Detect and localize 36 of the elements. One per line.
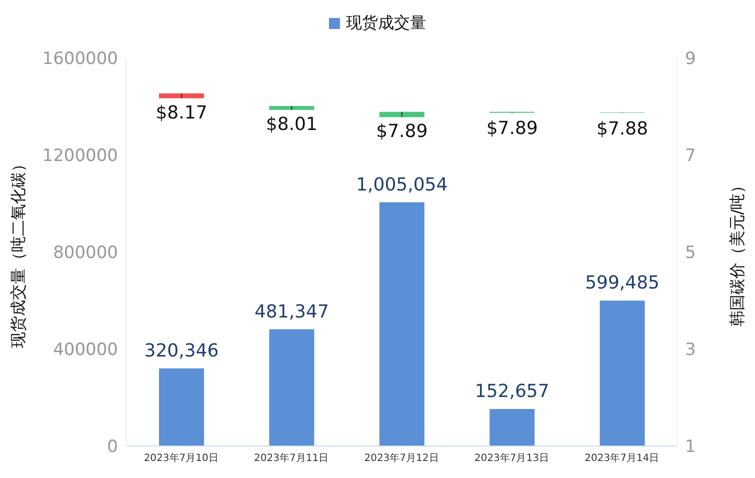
data-label: 152,657 xyxy=(474,380,550,402)
text: $7.89 xyxy=(486,118,538,139)
data-label: 599,485 xyxy=(585,272,660,294)
bar xyxy=(379,202,424,446)
text: $8.01 xyxy=(266,114,318,135)
y-tick-label: 1600000 xyxy=(42,49,118,70)
y-tick-label: 1200000 xyxy=(42,146,118,166)
y2-tick-label: 7 xyxy=(685,146,696,166)
text: $7.89 xyxy=(376,121,428,142)
y2-tick-label: 1 xyxy=(685,437,696,458)
y2-tick-label: 5 xyxy=(685,243,696,264)
bar xyxy=(269,329,314,446)
y-tick-label: 0 xyxy=(107,437,118,458)
y2-tick-label: 3 xyxy=(685,340,696,360)
y2-tick-label: 9 xyxy=(685,49,696,70)
data-label: 481,347 xyxy=(254,301,329,322)
bar xyxy=(490,408,535,446)
x-tick-label: 2023年7月12日 xyxy=(364,452,439,464)
y2-axis-title: 韩国碳价（美元/吨） xyxy=(728,177,747,327)
bar xyxy=(600,300,645,446)
candlestick xyxy=(379,111,424,118)
candlestick xyxy=(269,106,314,110)
bar xyxy=(159,368,204,446)
y-axis-title: 现货成交量（吨二氧化碳） xyxy=(8,156,28,348)
candlestick xyxy=(159,92,204,99)
data-label: 320,346 xyxy=(144,340,219,362)
y-tick-label: 800000 xyxy=(53,243,118,264)
x-tick-label: 2023年7月10日 xyxy=(144,452,218,464)
x-tick-label: 2023年7月14日 xyxy=(584,452,660,464)
text: $7.88 xyxy=(596,118,648,140)
data-label: 1,005,054 xyxy=(356,174,448,196)
x-tick-label: 2023年7月13日 xyxy=(474,452,549,464)
text: $8.17 xyxy=(156,102,208,124)
legend-label: 现货成交量 xyxy=(346,12,426,34)
y-tick-label: 400000 xyxy=(53,340,118,360)
x-tick-label: 2023年7月11日 xyxy=(254,452,329,464)
